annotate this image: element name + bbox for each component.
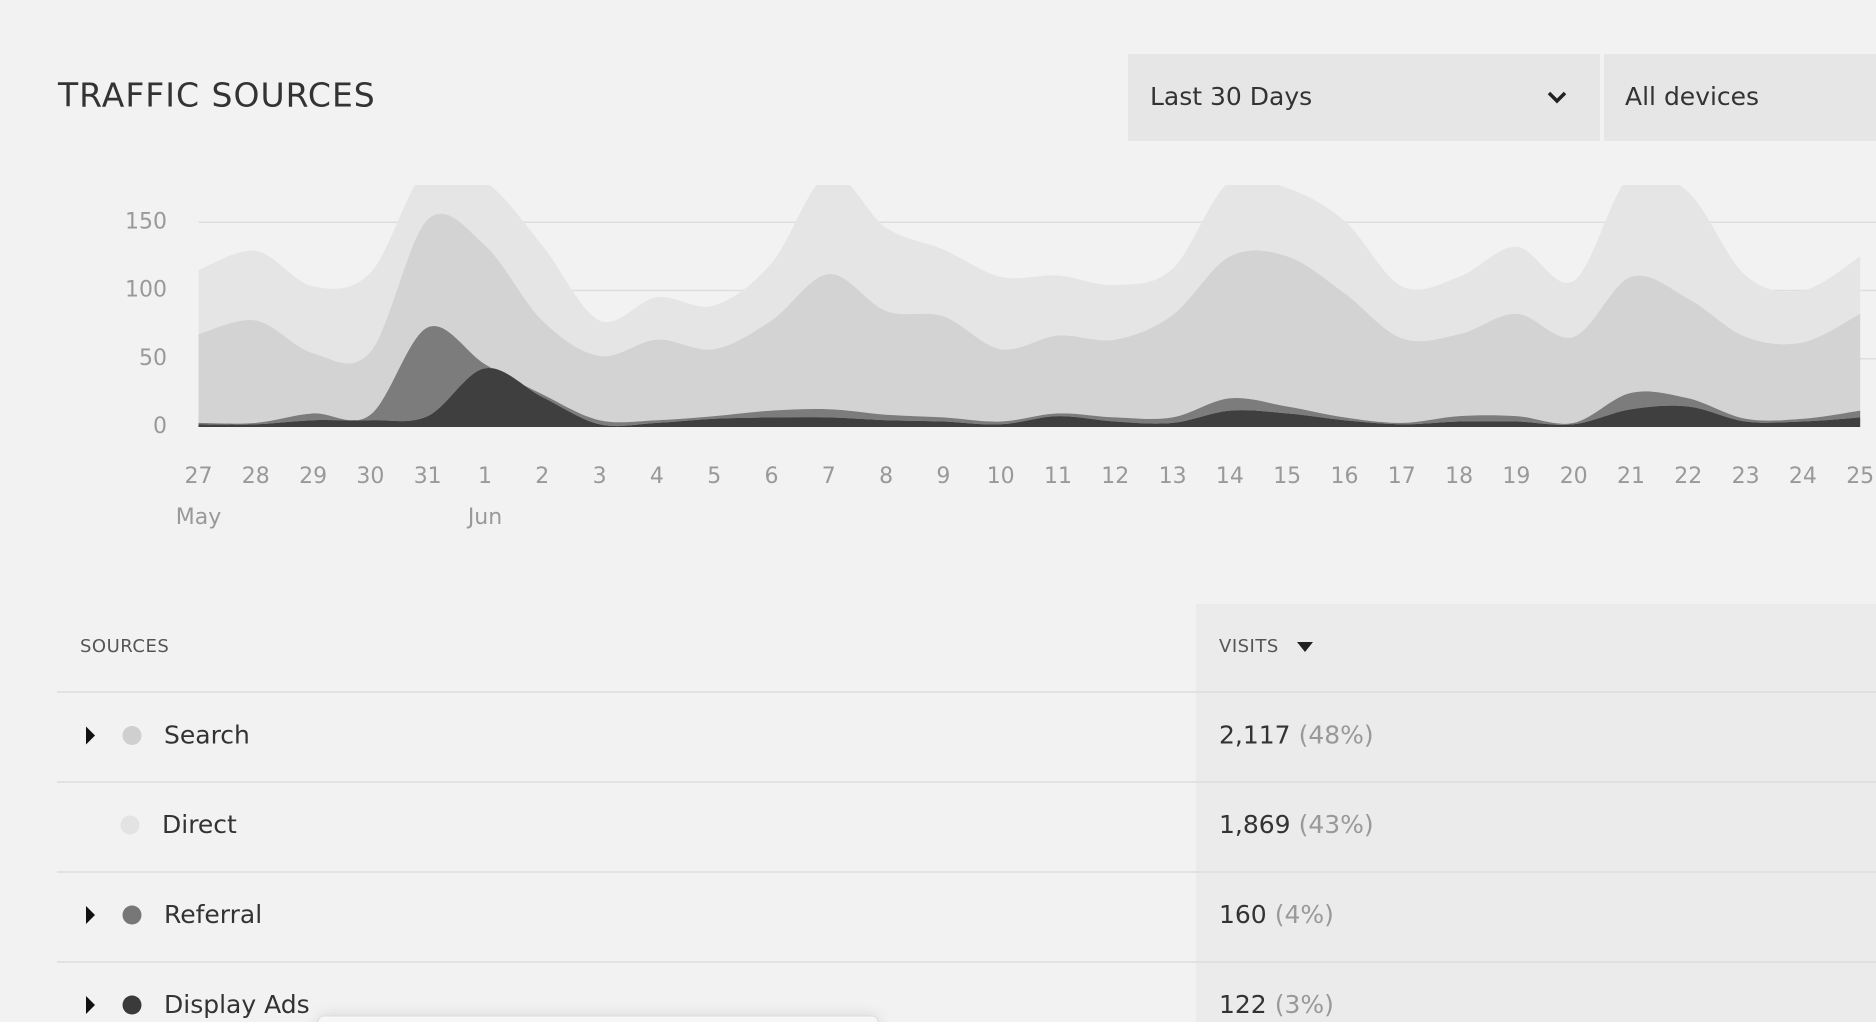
visits-count: 2,117	[1219, 721, 1291, 750]
x-tick-label: 11	[1044, 464, 1072, 489]
x-tick-label: 15	[1273, 464, 1301, 489]
column-header: SOURCES	[80, 636, 169, 657]
source-dot	[120, 815, 140, 835]
x-tick-label: 1	[478, 464, 492, 489]
sources-table: SOURCES VISITS Search 2,117 (48%) Direct 1,869…	[57, 604, 1876, 1022]
x-tick-label: 2	[535, 464, 549, 489]
visits-share: (4%)	[1275, 900, 1334, 929]
x-tick-label: 23	[1732, 464, 1760, 489]
source-dot	[122, 726, 142, 745]
x-tick-label: 17	[1388, 464, 1416, 489]
x-tick-label: 28	[242, 464, 270, 489]
visits-count: 122	[1219, 990, 1267, 1019]
visits-cell: 1,869 (43%)	[1219, 810, 1374, 839]
visits-cell: 2,117 (48%)	[1219, 721, 1374, 750]
x-month-label: Jun	[466, 505, 502, 530]
source-name: Direct	[162, 810, 237, 839]
visits-share: (48%)	[1299, 721, 1374, 750]
y-tick-label: 50	[139, 346, 167, 371]
x-tick-label: 12	[1101, 464, 1129, 489]
area-3	[198, 185, 1861, 364]
area-2	[198, 213, 1861, 424]
x-tick-label: 9	[936, 464, 950, 489]
expand-toggle[interactable]	[86, 726, 95, 745]
device-label: All devices	[1625, 82, 1759, 111]
x-tick-label: 7	[822, 464, 836, 489]
area-0	[198, 367, 1861, 427]
x-tick-label: 24	[1789, 464, 1817, 489]
source-dot	[122, 905, 142, 925]
expand-toggle[interactable]	[86, 996, 95, 1014]
x-tick-label: 5	[707, 464, 721, 489]
x-tick-label: 31	[414, 464, 442, 489]
device-dropdown[interactable]	[1604, 54, 1876, 141]
y-tick-label: 0	[153, 414, 167, 439]
x-tick-label: 8	[879, 464, 893, 489]
x-tick-label: 22	[1674, 464, 1702, 489]
date-range-label: Last 30 Days	[1150, 82, 1312, 111]
dropdown-chevron	[1547, 91, 1567, 104]
y-tick-label: 150	[125, 209, 167, 234]
date-range-dropdown[interactable]	[1128, 54, 1600, 141]
expand-toggle[interactable]	[86, 906, 95, 924]
visits-cell: 160 (4%)	[1219, 900, 1334, 929]
source-dot	[122, 995, 142, 1015]
x-tick-label: 18	[1445, 464, 1473, 489]
source-name: Display Ads	[164, 990, 310, 1019]
x-tick-label: 27	[185, 464, 213, 489]
x-tick-label: 25	[1846, 464, 1874, 489]
y-tick-label: 100	[125, 278, 167, 303]
visits-cell: 122 (3%)	[1219, 990, 1334, 1019]
x-tick-label: 14	[1216, 464, 1244, 489]
visits-count: 160	[1219, 900, 1267, 929]
x-tick-label: 29	[299, 464, 327, 489]
x-tick-label: 20	[1560, 464, 1588, 489]
sort-arrow	[1297, 642, 1313, 652]
x-tick-label: 16	[1331, 464, 1359, 489]
x-tick-label: 6	[765, 464, 779, 489]
visits-share: (43%)	[1299, 810, 1374, 839]
x-month-label: May	[176, 505, 221, 530]
x-tick-label: 13	[1159, 464, 1187, 489]
column-header: VISITS	[1219, 636, 1279, 657]
source-name: Referral	[164, 900, 262, 929]
source-name: Search	[164, 721, 250, 750]
visits-column-bg	[1196, 604, 1876, 1022]
x-tick-label: 3	[593, 464, 607, 489]
x-tick-label: 19	[1502, 464, 1530, 489]
visits-share: (3%)	[1275, 990, 1334, 1019]
areas	[198, 185, 1861, 427]
page-title: TRAFFIC SOURCES	[57, 76, 376, 115]
x-tick-label: 4	[650, 464, 664, 489]
x-tick-label: 10	[987, 464, 1015, 489]
popup	[317, 1015, 879, 1022]
x-tick-label: 30	[356, 464, 384, 489]
visits-count: 1,869	[1219, 810, 1291, 839]
x-tick-label: 21	[1617, 464, 1645, 489]
